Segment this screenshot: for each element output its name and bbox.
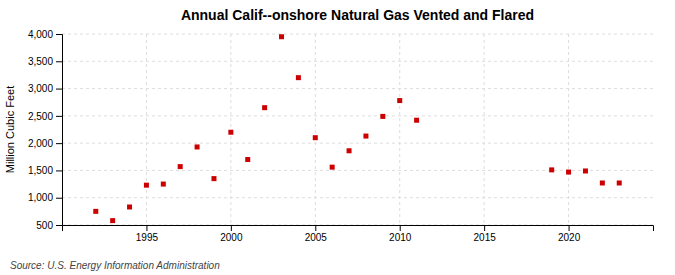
tick-label: 2020	[558, 232, 581, 243]
tick-mark	[56, 225, 62, 226]
point	[110, 218, 115, 223]
tick: 2020	[558, 225, 581, 243]
tick-mark	[315, 225, 316, 231]
axis-line	[63, 226, 654, 232]
tick: 3,500	[28, 56, 62, 67]
point	[296, 75, 301, 80]
source: Source: U.S. Energy Information Administ…	[10, 260, 220, 271]
tick-label: 2015	[474, 232, 497, 243]
point	[583, 168, 588, 173]
tick-mark	[484, 225, 485, 231]
y-axis: 500 1,000 1,500 2,000 2,500 3,000 3,500 4,000	[28, 29, 63, 231]
point	[330, 165, 335, 170]
chart: 1995 2000 2005 2010 2015 2020 500 1,000 1,500 2,0…	[0, 0, 675, 275]
grid-line-y	[62, 143, 653, 144]
point	[363, 134, 368, 139]
point	[93, 209, 98, 214]
grid-line-x	[484, 34, 485, 225]
point	[380, 114, 385, 119]
tick-label: 4,000	[28, 29, 53, 40]
tick: 2010	[389, 225, 412, 243]
grid-line-x	[399, 34, 400, 225]
grid-line-y	[62, 61, 653, 62]
tick-mark	[56, 116, 62, 117]
points	[93, 34, 621, 223]
tick-mark	[400, 225, 401, 231]
grid-line-x	[230, 34, 231, 225]
title: Annual Calif--onshore Natural Gas Vented…	[181, 7, 534, 23]
tick: 1995	[136, 225, 159, 243]
tick: 1,500	[28, 165, 62, 176]
tick-label: 2,500	[28, 111, 53, 122]
tick: 2,000	[28, 138, 62, 149]
tick-label: 3,500	[28, 56, 53, 67]
tick-label: 500	[36, 220, 53, 231]
point	[347, 148, 352, 153]
tick-label: 1,000	[28, 192, 53, 203]
tick-label: 2000	[220, 232, 243, 243]
point	[617, 180, 622, 185]
tick: 1,000	[28, 192, 62, 203]
tick-label: 2,000	[28, 138, 53, 149]
tick: 500	[36, 220, 62, 231]
tick-mark	[146, 225, 147, 231]
tick: 2015	[474, 225, 497, 243]
point	[228, 130, 233, 135]
grid-line-x	[146, 34, 147, 225]
tick-label: 1,500	[28, 165, 53, 176]
grid	[62, 34, 653, 225]
grid-line-x	[315, 34, 316, 225]
tick: 2005	[305, 225, 328, 243]
tick-label: 1995	[136, 232, 159, 243]
point	[178, 164, 183, 169]
y-axis-title: Million Cubic Feet	[4, 86, 16, 173]
point	[414, 118, 419, 123]
grid-line-x	[568, 34, 569, 225]
tick-mark	[56, 170, 62, 171]
point	[127, 204, 132, 209]
tick-mark	[56, 61, 62, 62]
point	[397, 98, 402, 103]
point	[211, 176, 216, 181]
grid-line-y	[62, 115, 653, 116]
point	[195, 144, 200, 149]
point	[144, 183, 149, 188]
tick-mark	[569, 225, 570, 231]
axis-line	[56, 35, 63, 226]
point	[313, 135, 318, 140]
tick-label: 3,000	[28, 83, 53, 94]
x-axis: 1995 2000 2005 2010 2015 2020	[63, 225, 654, 243]
point	[245, 157, 250, 162]
tick-mark	[56, 198, 62, 199]
tick-mark	[231, 225, 232, 231]
point	[262, 105, 267, 110]
point	[279, 34, 284, 39]
grid-line-y	[62, 170, 653, 171]
tick-label: 2005	[305, 232, 328, 243]
point	[161, 182, 166, 187]
grid-line-y	[62, 34, 653, 35]
grid-line-y	[62, 197, 653, 198]
point	[566, 170, 571, 175]
tick-mark	[56, 34, 62, 35]
tick-label: 2010	[389, 232, 412, 243]
tick-mark	[56, 143, 62, 144]
plot-area: 1995 2000 2005 2010 2015 2020 500 1,000 1,500 2,0…	[28, 29, 654, 243]
tick: 3,000	[28, 83, 62, 94]
grid-line-y	[62, 88, 653, 89]
point	[549, 167, 554, 172]
tick: 2,500	[28, 111, 62, 122]
point	[600, 180, 605, 185]
tick-mark	[56, 89, 62, 90]
tick: 4,000	[28, 29, 62, 40]
tick: 2000	[220, 225, 243, 243]
